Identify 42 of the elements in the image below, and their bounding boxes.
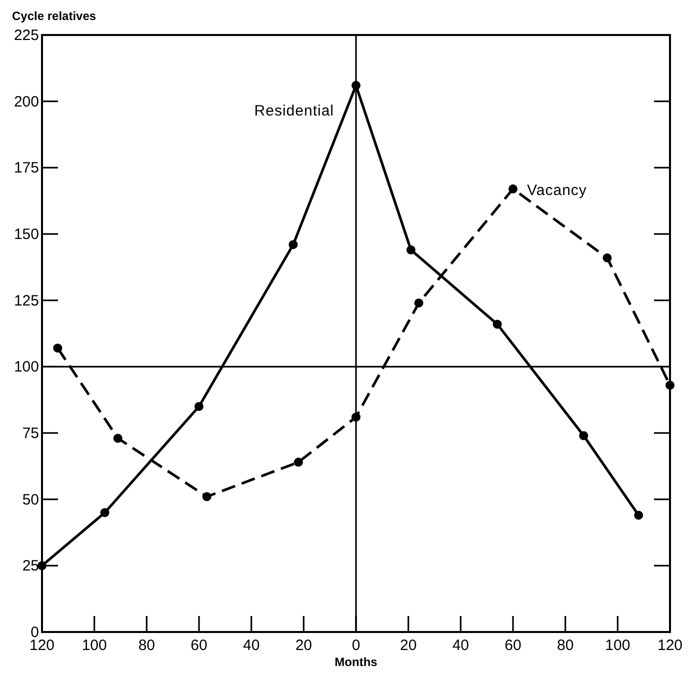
point xyxy=(492,320,502,329)
x-tick-label: 20 xyxy=(400,637,417,654)
x-tick-label: 0 xyxy=(352,637,360,654)
x-axis-title: Months xyxy=(334,655,378,669)
x-tick-label: 40 xyxy=(452,637,470,654)
y-tick-label: 150 xyxy=(14,226,39,243)
y-tick-label: 50 xyxy=(22,491,39,508)
point xyxy=(194,402,204,411)
y-tick-label: 125 xyxy=(14,292,39,310)
point xyxy=(602,253,612,262)
point xyxy=(53,344,62,353)
point xyxy=(352,80,360,90)
point xyxy=(352,412,360,422)
point xyxy=(634,510,644,520)
x-tick-label: 120 xyxy=(657,637,683,654)
x-tick-label: 100 xyxy=(82,637,107,654)
x-tick-label: 80 xyxy=(556,637,574,654)
x-tick-label: 100 xyxy=(605,637,630,654)
y-tick-label: 100 xyxy=(14,358,39,376)
point xyxy=(100,508,110,518)
x-tick-label: 20 xyxy=(295,637,312,654)
y-axis-title: Cycle relatives xyxy=(12,9,96,23)
x-tick-label: 40 xyxy=(242,637,260,654)
point xyxy=(294,458,303,467)
y-tick-label: 75 xyxy=(22,425,39,442)
point xyxy=(579,431,588,440)
series-label: Residential xyxy=(254,102,334,120)
point xyxy=(202,492,212,502)
point xyxy=(113,434,122,443)
y-tick-label: 225 xyxy=(14,27,39,44)
y-tick-label: 200 xyxy=(14,93,39,110)
y-tick-label: 25 xyxy=(22,558,39,575)
point xyxy=(414,298,424,308)
x-tick-label: 80 xyxy=(138,637,156,654)
point xyxy=(288,240,298,250)
point xyxy=(508,184,518,194)
x-tick-label: 60 xyxy=(190,637,208,654)
series-label: Vacancy xyxy=(527,182,587,199)
y-tick-label: 175 xyxy=(14,160,39,177)
x-tick-label: 60 xyxy=(504,637,522,654)
point xyxy=(666,380,674,390)
point xyxy=(406,245,416,254)
